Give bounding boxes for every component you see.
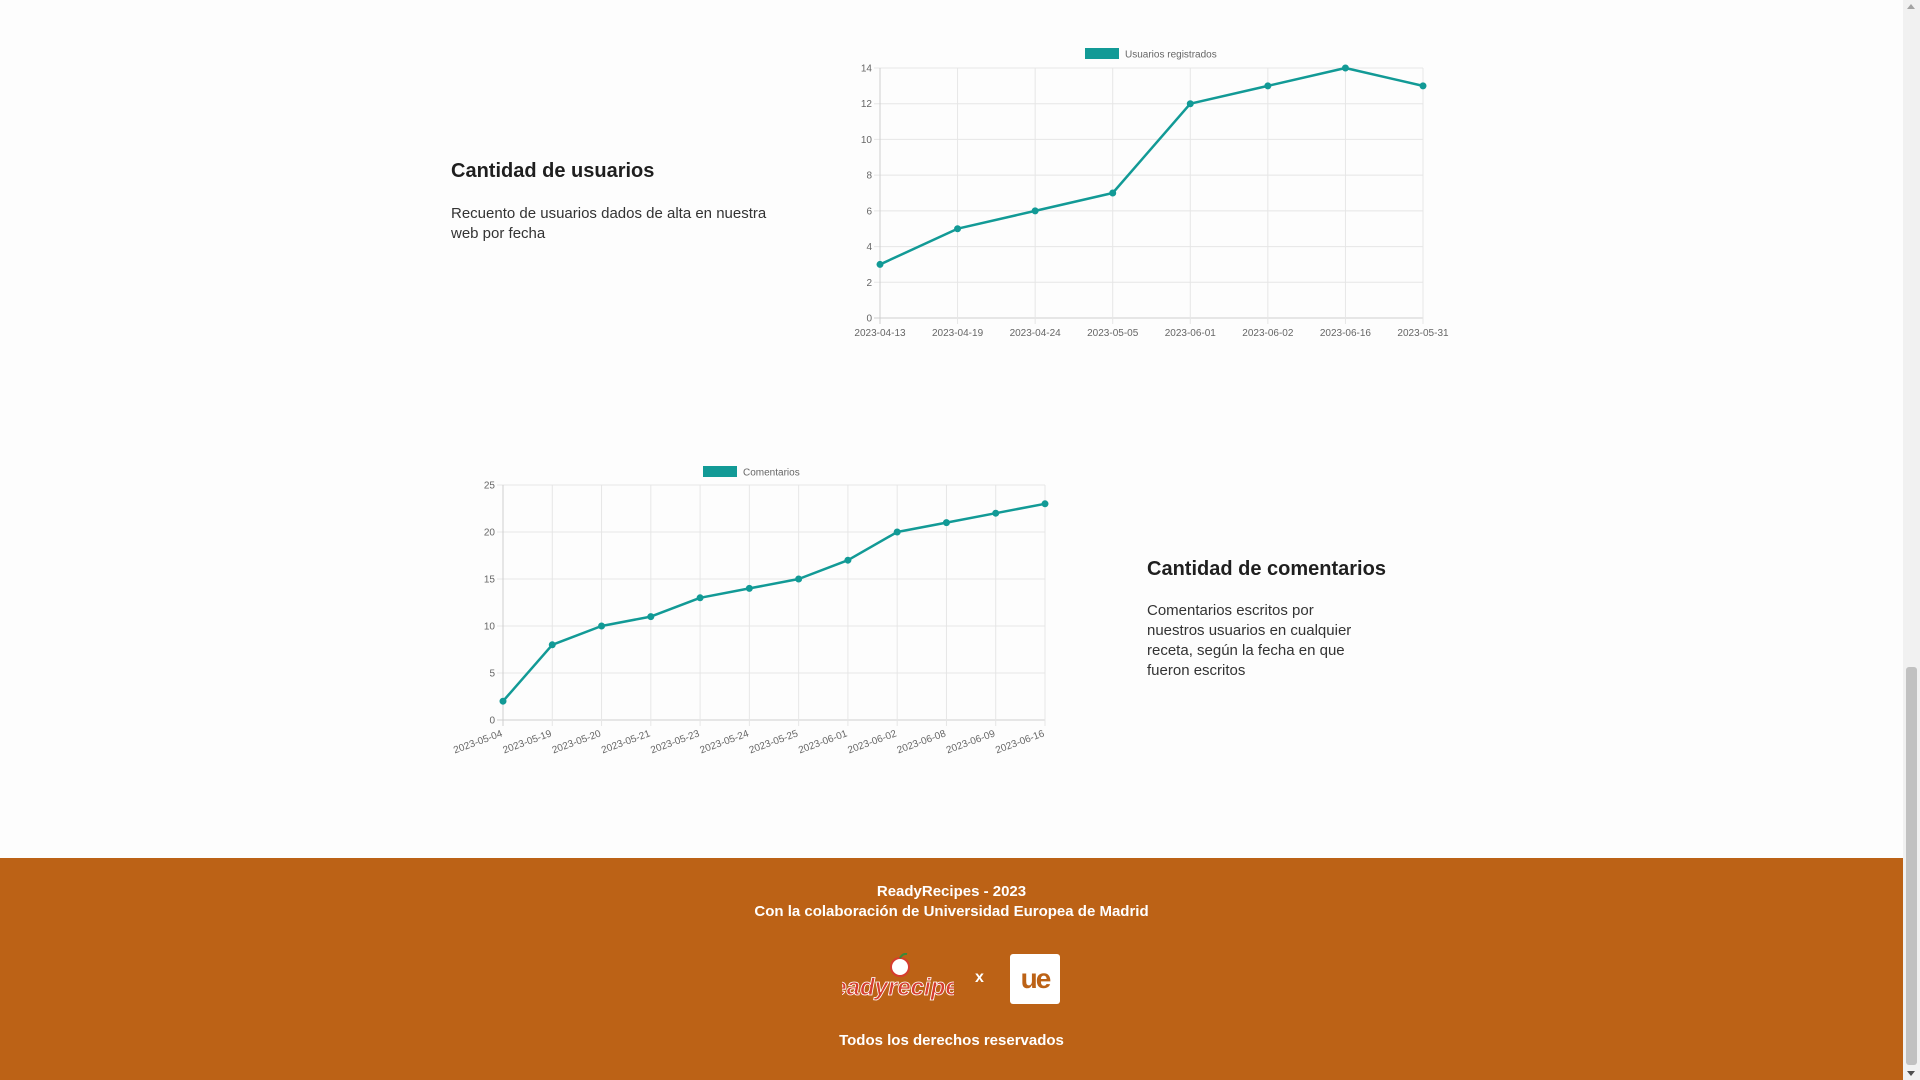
- x-tick-label: 2023-05-20: [551, 728, 603, 756]
- footer-separator: x: [975, 969, 984, 986]
- chart-legend: Usuarios registrados: [1085, 48, 1217, 61]
- data-point: [893, 528, 901, 536]
- footer: ReadyRecipes - 2023 Con la colaboración …: [0, 858, 1903, 1080]
- scroll-down-arrow-icon[interactable]: [1907, 1071, 1915, 1076]
- y-tick-label: 10: [484, 622, 496, 633]
- y-tick-label: 5: [489, 669, 495, 680]
- apple-icon: [890, 953, 910, 977]
- x-tick-label: 2023-06-08: [896, 728, 948, 756]
- data-point: [844, 556, 852, 564]
- series-line: [502, 502, 1046, 703]
- data-point: [1264, 82, 1272, 90]
- data-point: [647, 613, 655, 621]
- y-tick-label: 20: [484, 528, 496, 539]
- x-tick-label: 2023-05-25: [748, 728, 800, 756]
- data-point: [745, 584, 753, 592]
- x-tick-label: 2023-04-24: [1010, 328, 1062, 339]
- x-tick-label: 2023-05-04: [452, 728, 504, 756]
- y-tick-label: 0: [866, 314, 872, 325]
- x-tick-label: 2023-05-21: [600, 728, 652, 756]
- data-point: [876, 260, 884, 268]
- legend-swatch: [703, 466, 737, 477]
- scroll-up-arrow-icon[interactable]: [1907, 4, 1915, 9]
- y-tick-label: 8: [866, 171, 872, 182]
- x-tick-label: 2023-06-16: [1320, 328, 1372, 339]
- footer-copyright: ReadyRecipes - 2023: [876, 883, 1027, 900]
- data-point: [548, 641, 556, 649]
- data-point: [1419, 82, 1427, 90]
- footer-collaboration: Con la colaboración de Universidad Europ…: [754, 903, 1149, 920]
- y-tick-label: 2: [866, 278, 872, 289]
- x-tick-label: 2023-04-13: [854, 328, 906, 339]
- x-tick-label: 2023-06-02: [846, 728, 898, 756]
- readyrecipes-logo-text: readyrecipes: [842, 974, 954, 1001]
- x-tick-label: 2023-04-19: [932, 328, 984, 339]
- x-tick-label: 2023-05-05: [1087, 328, 1139, 339]
- x-tick-label: 2023-06-01: [797, 728, 849, 756]
- y-tick-label: 15: [484, 575, 496, 586]
- y-tick-label: 10: [861, 135, 873, 146]
- users-line-chart: Usuarios registrados 0 2 4 6 8 10 12 14 2023-04-1…: [854, 48, 1449, 339]
- x-tick-label: 2023-06-16: [994, 728, 1046, 756]
- comments-line-chart: Comentarios 0 5 10 15 20 25 2023-05-042023-05-1…: [452, 466, 1049, 756]
- data-point: [598, 622, 606, 630]
- x-tick-label: 2023-06-02: [1242, 328, 1294, 339]
- ue-logo-text: ue: [1021, 963, 1051, 994]
- data-point: [992, 509, 1000, 517]
- x-tick-label: 2023-05-31: [1397, 328, 1449, 339]
- data-point: [1341, 64, 1349, 72]
- data-point: [499, 697, 507, 705]
- x-tick-label: 2023-05-24: [699, 728, 751, 756]
- data-point: [795, 575, 803, 583]
- x-tick-label: 2023-06-09: [945, 728, 997, 756]
- x-tick-label: 2023-05-19: [501, 728, 553, 756]
- data-point: [1186, 100, 1194, 108]
- y-tick-label: 0: [489, 716, 495, 727]
- y-tick-label: 25: [484, 481, 496, 492]
- y-tick-label: 6: [866, 206, 872, 217]
- x-tick-label: 2023-06-01: [1165, 328, 1217, 339]
- legend-label: Comentarios: [743, 468, 800, 479]
- y-tick-label: 14: [861, 64, 873, 75]
- vertical-scrollbar[interactable]: [1903, 0, 1920, 1080]
- data-point: [1031, 207, 1039, 215]
- data-point: [696, 594, 704, 602]
- users-section-title: Cantidad de usuarios: [451, 160, 655, 182]
- universidad-europea-logo[interactable]: ue: [1010, 954, 1060, 1004]
- footer-rights: Todos los derechos reservados: [839, 1032, 1064, 1049]
- legend-swatch: [1085, 48, 1119, 59]
- scrollbar-thumb[interactable]: [1906, 667, 1917, 1065]
- readyrecipes-logo[interactable]: readyrecipes: [842, 953, 954, 1005]
- x-tick-label: 2023-05-23: [649, 728, 701, 756]
- data-point: [942, 519, 950, 527]
- comments-section-title: Cantidad de comentarios: [1147, 558, 1386, 580]
- chart-legend: Comentarios: [703, 466, 800, 479]
- data-point: [954, 225, 962, 233]
- footer-logos: readyrecipes x ue: [0, 953, 1903, 1005]
- y-tick-label: 4: [866, 242, 872, 253]
- legend-label: Usuarios registrados: [1125, 50, 1217, 61]
- series-line: [879, 66, 1424, 266]
- y-tick-label: 12: [861, 99, 873, 110]
- comments-section-description: Comentarios escritos por nuestros usuari…: [1147, 602, 1352, 679]
- users-section-description: Recuento de usuarios dados de alta en nu…: [451, 205, 767, 242]
- data-point: [1041, 500, 1049, 508]
- data-point: [1109, 189, 1117, 197]
